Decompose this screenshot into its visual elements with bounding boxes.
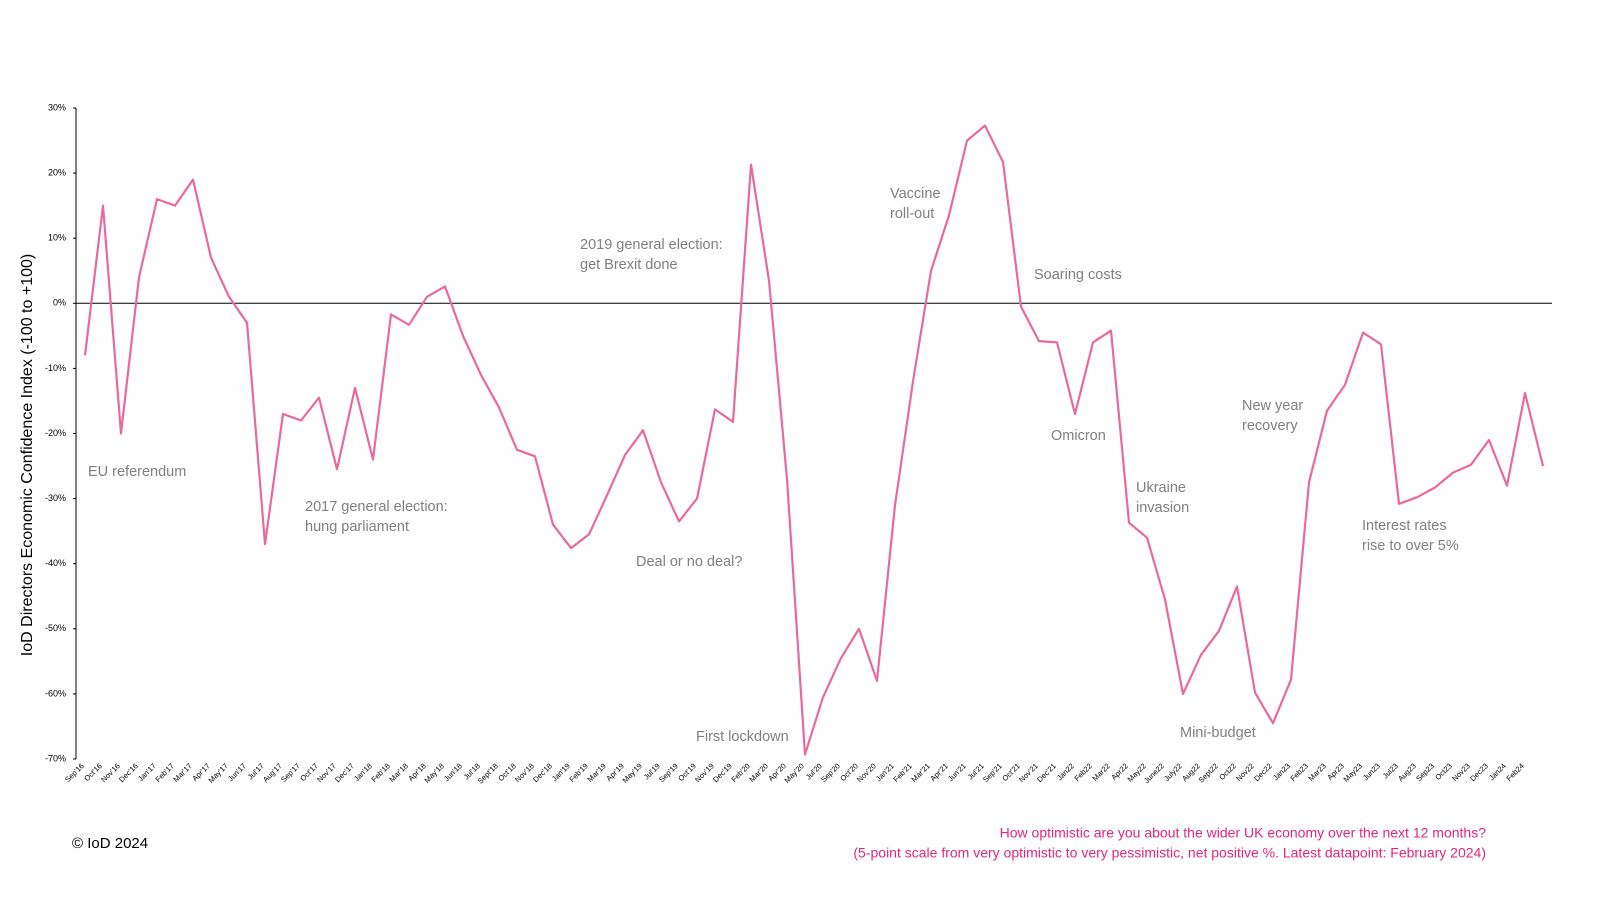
x-tick-label: Nov'21: [1017, 761, 1040, 784]
x-tick-label: Mar'17: [171, 761, 193, 783]
annotation: roll-out: [890, 206, 934, 222]
x-tick-label: Sep'17: [279, 761, 302, 784]
y-tick-label: 20%: [48, 167, 66, 177]
y-tick-label: -30%: [45, 493, 66, 503]
x-tick-label: May23: [1342, 761, 1364, 783]
annotation: invasion: [1136, 500, 1189, 516]
x-tick-label: Dec'17: [333, 761, 356, 784]
x-tick-label: Apr'21: [928, 761, 950, 783]
x-tick-label: Jun23: [1361, 761, 1382, 782]
x-tick-label: Oct23: [1433, 761, 1454, 782]
x-tick-label: Sept22: [1197, 761, 1220, 784]
x-tick-label: May'20: [783, 761, 806, 784]
annotation: get Brexit done: [580, 257, 678, 273]
x-tick-label: Feb'21: [891, 761, 913, 783]
x-tick-label: Sep'20: [819, 761, 842, 784]
x-tick-label: Feb23: [1288, 761, 1309, 782]
footnote: (5-point scale from very optimistic to v…: [853, 845, 1486, 861]
footnote: How optimistic are you about the wider U…: [1000, 825, 1487, 841]
annotation: Omicron: [1051, 428, 1106, 444]
y-tick-label: 30%: [48, 102, 66, 112]
annotation: Mini-budget: [1180, 725, 1256, 741]
x-tick-label: Nov'16: [99, 761, 122, 784]
x-tick-label: Mar'21: [909, 761, 931, 783]
x-tick-label: Feb22: [1072, 761, 1093, 782]
x-tick-label: Sept'18: [476, 761, 500, 785]
x-tick-label: Feb'17: [153, 761, 175, 783]
x-tick-label: Dec'21: [1035, 761, 1058, 784]
x-tick-label: Oct22: [1217, 761, 1238, 782]
annotation: recovery: [1242, 418, 1298, 434]
x-tick-label: Feb'18: [369, 761, 391, 783]
x-tick-label: Nov22: [1234, 761, 1256, 783]
x-tick-label: Sep'16: [63, 761, 86, 784]
y-tick-label: -60%: [45, 688, 66, 698]
y-tick-label: -50%: [45, 623, 66, 633]
x-tick-label: Dec22: [1252, 761, 1274, 783]
annotation: Deal or no deal?: [636, 554, 742, 570]
y-tick-label: -40%: [45, 558, 66, 568]
x-tick-label: Jan22: [1055, 761, 1076, 782]
y-tick-label: -10%: [45, 363, 66, 373]
x-tick-label: Feb24: [1504, 761, 1525, 782]
x-tick-label: Dec'19: [711, 761, 734, 784]
annotation: Ukraine: [1136, 480, 1186, 496]
x-tick-label: Sep'19: [657, 761, 680, 784]
x-tick-label: Nov'20: [855, 761, 878, 784]
x-tick-label: May'19: [621, 761, 644, 784]
annotation: EU referendum: [88, 464, 186, 480]
y-tick-label: -70%: [45, 753, 66, 763]
annotation: 2017 general election:: [305, 499, 448, 515]
x-tick-label: Jun'21: [946, 761, 968, 783]
annotation: hung parliament: [305, 519, 409, 535]
x-tick-label: Jun'18: [442, 761, 464, 783]
x-tick-label: Mar'19: [585, 761, 607, 783]
x-tick-label: Nov23: [1450, 761, 1472, 783]
x-tick-label: Nov'19: [693, 761, 716, 784]
y-tick-label: 10%: [48, 233, 66, 243]
x-tick-label: Feb'20: [729, 761, 751, 783]
x-tick-label: Mar'18: [387, 761, 409, 783]
x-tick-label: Dec'18: [531, 761, 554, 784]
series-line: [83, 124, 1545, 756]
y-axis-label: IoD Directors Economic Confidence Index …: [19, 254, 36, 656]
x-tick-label: Jan23: [1271, 761, 1292, 782]
x-tick-label: Nov'18: [513, 761, 536, 784]
x-tick-label: Dec23: [1468, 761, 1490, 783]
x-tick-label: Nov'17: [315, 761, 338, 784]
annotation: rise to over 5%: [1362, 538, 1459, 554]
annotation: 2019 general election:: [580, 237, 723, 253]
x-tick-label: Aug'17: [261, 761, 284, 784]
x-tick-label: Sep'21: [981, 761, 1004, 784]
x-tick-label: June22: [1142, 761, 1166, 785]
x-tick-label: Jun'17: [226, 761, 248, 783]
annotation: Interest rates: [1362, 518, 1447, 534]
x-tick-label: Feb'19: [567, 761, 589, 783]
annotation: Vaccine: [890, 186, 941, 202]
x-tick-label: Jan24: [1487, 761, 1508, 782]
y-tick-label: -20%: [45, 428, 66, 438]
x-tick-label: Mar23: [1306, 761, 1327, 782]
x-tick-label: July22: [1162, 761, 1184, 783]
x-tick-label: Aug23: [1396, 761, 1418, 783]
x-tick-label: Sep23: [1414, 761, 1436, 783]
x-tick-label: Mar'20: [747, 761, 769, 783]
annotation: New year: [1242, 398, 1303, 414]
copyright: © IoD 2024: [72, 835, 148, 852]
annotation: Soaring costs: [1034, 267, 1122, 283]
y-tick-label: 0%: [53, 298, 66, 308]
annotation: First lockdown: [696, 729, 789, 745]
x-tick-label: May'18: [423, 761, 446, 784]
x-tick-label: Dec'16: [117, 761, 140, 784]
x-tick-label: Mar22: [1090, 761, 1111, 782]
x-tick-label: May'17: [207, 761, 230, 784]
